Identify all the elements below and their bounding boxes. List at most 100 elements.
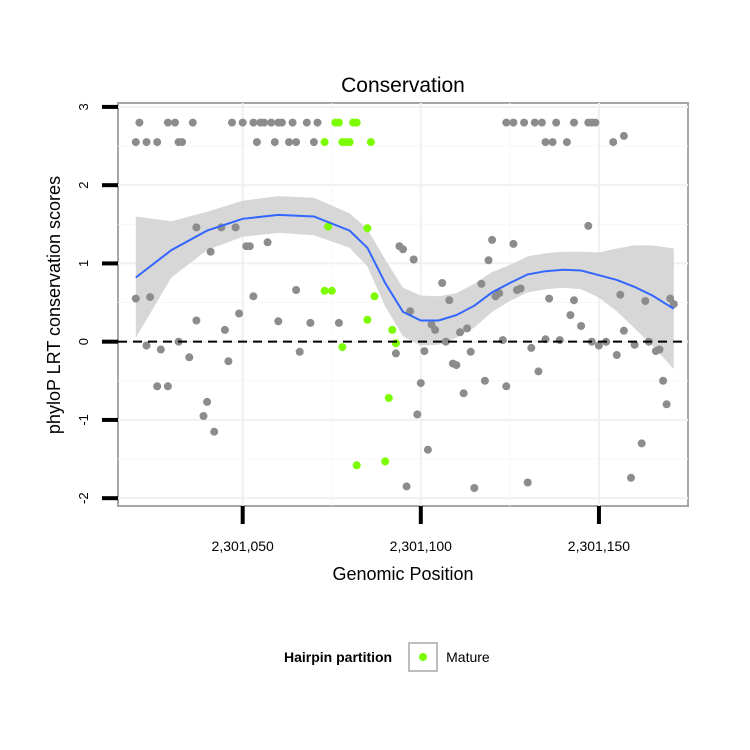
other-point — [669, 300, 678, 309]
mature-point — [363, 315, 372, 324]
other-point — [142, 138, 151, 147]
other-point — [591, 118, 600, 127]
other-point — [153, 138, 162, 147]
other-point — [445, 296, 454, 305]
y-tick-label: 2 — [76, 182, 91, 189]
other-point — [616, 290, 625, 299]
other-point — [171, 118, 179, 127]
legend-title: Hairpin partition — [284, 649, 393, 665]
mature-point — [366, 138, 375, 147]
other-point — [562, 138, 571, 147]
other-point — [178, 138, 187, 147]
other-point — [231, 223, 240, 232]
other-point — [470, 484, 479, 492]
other-point — [131, 138, 140, 147]
other-point — [630, 340, 639, 349]
other-point — [541, 138, 550, 147]
other-point — [224, 357, 233, 366]
other-point — [235, 309, 244, 318]
other-point — [292, 286, 301, 294]
legend-key-mature — [408, 642, 439, 672]
other-point — [641, 297, 650, 305]
other-point — [391, 349, 400, 358]
other-point — [502, 118, 511, 127]
other-point — [260, 118, 269, 127]
mature-point — [345, 138, 354, 147]
other-point — [502, 382, 511, 391]
other-point — [288, 118, 297, 127]
y-tick-label: 0 — [76, 338, 91, 345]
other-point — [527, 343, 536, 352]
other-point — [594, 341, 603, 350]
y-tick-label: -1 — [76, 414, 91, 426]
smooth-line — [135, 213, 675, 322]
mature-point — [352, 461, 361, 470]
other-point — [477, 279, 486, 288]
other-point — [313, 118, 322, 127]
mature-point — [320, 286, 329, 295]
confidence-band-area — [135, 196, 674, 370]
other-point — [530, 118, 539, 127]
other-point — [199, 412, 208, 420]
other-point — [609, 138, 618, 147]
legend-label-mature: Mature — [446, 649, 490, 665]
other-point — [655, 345, 664, 354]
other-point — [334, 318, 343, 327]
other-point — [484, 256, 493, 265]
other-point — [659, 376, 668, 385]
other-point — [285, 138, 293, 147]
other-point — [295, 347, 304, 356]
x-tick-label: 2,301,150 — [568, 538, 630, 554]
confidence-band — [135, 196, 674, 370]
other-point — [249, 292, 258, 301]
axes: -2 -1 0 1 2 3 2,301,050 2,301,100 2,301,150 — [76, 103, 630, 554]
mature-point — [388, 325, 397, 334]
other-point — [185, 353, 194, 362]
other-point — [163, 118, 172, 127]
other-point — [252, 138, 261, 147]
other-point — [466, 347, 475, 356]
other-point — [306, 318, 315, 327]
x-tick-label: 2,301,050 — [212, 538, 274, 554]
other-point — [619, 326, 628, 335]
other-point — [238, 118, 247, 127]
mature-point — [338, 343, 347, 352]
other-point — [220, 325, 229, 334]
legend-dot-icon — [419, 653, 428, 661]
other-point — [156, 345, 165, 354]
other-point — [131, 294, 140, 303]
chart-title: Conservation — [341, 74, 465, 97]
other-point — [488, 235, 497, 244]
x-axis-label: Genomic Position — [332, 564, 473, 584]
other-point — [498, 336, 507, 345]
other-point — [619, 131, 628, 140]
mature-point — [334, 118, 343, 127]
other-point — [523, 478, 532, 487]
other-point — [637, 439, 646, 448]
other-point — [537, 118, 546, 127]
other-point — [409, 255, 418, 264]
other-point — [545, 294, 554, 303]
mature-point — [327, 286, 336, 295]
other-point — [399, 245, 407, 254]
other-point — [577, 322, 586, 330]
other-point — [203, 397, 212, 406]
other-point — [480, 376, 489, 385]
other-point — [267, 118, 276, 127]
mature-point — [381, 457, 390, 466]
other-point — [456, 328, 464, 337]
mature-point — [384, 394, 393, 402]
other-point — [520, 118, 529, 127]
other-point — [459, 389, 468, 398]
mature-point — [370, 292, 379, 301]
other-point — [570, 118, 578, 127]
other-point — [612, 351, 621, 359]
other-point — [249, 118, 258, 127]
other-point — [302, 118, 311, 127]
other-point — [142, 341, 151, 350]
y-axis-label: phyloP LRT conservation scores — [44, 176, 64, 434]
other-point — [423, 445, 432, 454]
other-point — [441, 337, 450, 346]
other-point — [570, 296, 578, 305]
